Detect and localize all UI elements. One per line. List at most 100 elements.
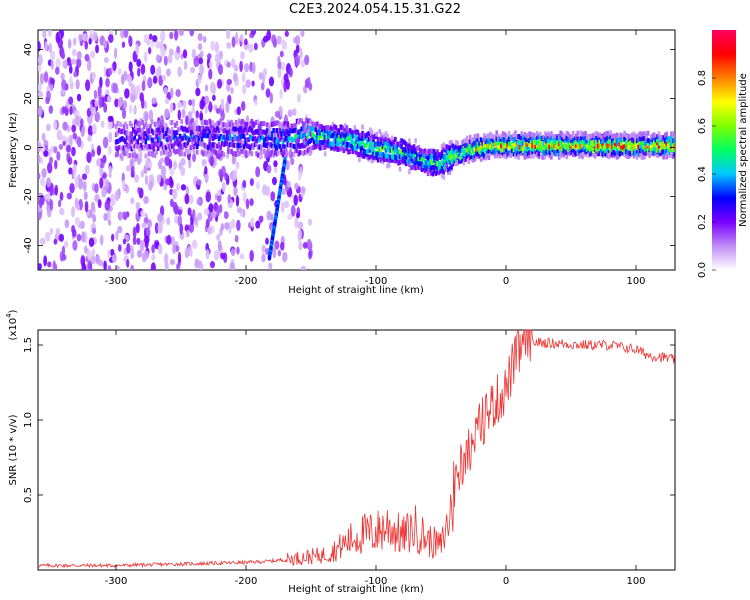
spectrogram-ridge-cell	[255, 119, 258, 125]
spectrogram-ridge-cell	[518, 134, 522, 140]
spectrogram-ridge-cell	[425, 160, 428, 166]
spectrogram-noise-cell	[55, 227, 61, 236]
spectrogram-ridge-cell	[400, 159, 403, 165]
spectrogram-ridge-cell	[646, 147, 650, 153]
spectrogram-noise-cell	[117, 68, 122, 75]
spectrogram-ridge-cell	[426, 171, 430, 177]
spectrogram-ridge-cell	[419, 161, 422, 167]
spectrogram-noise-cell	[39, 237, 45, 245]
spectrogram-ridge-cell	[225, 140, 229, 146]
spectrogram-noise-cell	[280, 241, 285, 251]
spectrogram-ridge-cell	[256, 136, 260, 142]
spectrogram-ridge-cell	[503, 131, 506, 137]
spectrogram-noise-cell	[84, 200, 89, 213]
spectrogram-ridge-cell	[220, 121, 224, 127]
spectrogram-ridge-cell	[280, 131, 283, 137]
spectrogram-ridge-cell	[180, 151, 183, 157]
spectrogram-ridge-cell	[468, 149, 472, 155]
spectrogram-ridge-cell	[526, 134, 530, 140]
spectrogram-noise-cell	[177, 209, 183, 216]
spectrogram-ridge-cell	[369, 144, 372, 150]
spectrogram-ridge-cell	[248, 125, 252, 131]
spectrogram-ridge-cell	[205, 151, 208, 157]
spectrogram-noise-cell	[261, 184, 267, 196]
spectrogram-ridge-cell	[434, 170, 438, 176]
spectrogram-ridge-cell	[358, 143, 361, 149]
spectrogram-ridge-cell	[230, 128, 233, 134]
spectrogram-noise-cell	[234, 31, 239, 44]
spectrogram-ridge-cell	[624, 144, 628, 150]
spectrogram-ridge-cell	[362, 132, 366, 138]
spectrogram-ridge-cell	[234, 143, 238, 149]
spectrogram-ridge-cell	[668, 150, 672, 156]
spectrogram-noise-cell	[200, 50, 204, 58]
spectrogram-ridge-cell	[618, 132, 622, 138]
spectrogram-ridge-cell	[181, 126, 185, 132]
spectrogram-ridge-cell	[337, 128, 341, 134]
spectrogram-ridge-cell	[439, 169, 442, 175]
spectrogram-noise-cell	[208, 100, 213, 113]
spectrogram-noise-cell	[188, 248, 193, 257]
spectrogram-noise-cell	[133, 174, 140, 183]
spectrogram-ridge-cell	[316, 141, 319, 147]
spectrogram-noise-cell	[182, 49, 188, 59]
spectrogram-ridge-cell	[632, 150, 636, 156]
spectrogram-noise-cell	[254, 99, 258, 106]
spectrogram-ridge-cell	[562, 137, 566, 143]
spectrogram-ridge-cell	[651, 150, 655, 156]
spectrogram-noise-cell	[268, 262, 273, 270]
spectrogram-ridge-cell	[478, 136, 481, 142]
spectrogram-noise-cell	[163, 86, 169, 95]
spectrogram-ridge-cell	[484, 145, 488, 151]
spectrogram-noise-cell	[199, 112, 204, 122]
spectrogram-noise-cell	[221, 181, 226, 193]
spectrogram-ridge-cell	[258, 144, 261, 150]
spectrogram-ridge-cell	[439, 155, 442, 161]
spectrogram-ridge-cell	[490, 146, 494, 152]
spectrogram-ridge-cell	[601, 141, 605, 147]
spectrogram-ridge-cell	[422, 155, 425, 161]
spectrogram-ridge-cell	[356, 151, 360, 157]
spectrogram-ridge-cell	[319, 130, 322, 136]
spectrogram-ridge-cell	[462, 138, 466, 144]
spectrogram-ridge-cell	[564, 144, 567, 150]
spectrogram-ridge-cell	[489, 147, 492, 153]
spectrogram-ridge-cell	[624, 149, 628, 155]
spectrogram-noise-cell	[188, 157, 192, 169]
snr-x-ticks: -300 -200 -100 0 100	[105, 330, 646, 587]
spectrogram-ridge-cell	[514, 143, 517, 149]
spectrogram-noise-cell	[192, 208, 196, 220]
spectrogram-ridge-cell	[468, 141, 472, 147]
spectrogram-ridge-cell	[579, 144, 583, 150]
spectrogram-ridge-cell	[333, 146, 336, 152]
spectrogram-ridge-cell	[247, 150, 250, 156]
spectrogram-ridge-cell	[378, 152, 382, 158]
y-tick-label: -20	[23, 188, 34, 204]
spectrogram-ridge-cell	[442, 174, 445, 180]
spectrogram-ridge-cell	[361, 135, 364, 141]
spectrogram-ridge-cell	[506, 138, 509, 144]
spectrogram-ridge-cell	[528, 142, 531, 148]
spectrogram-ridge-cell	[131, 144, 135, 150]
spectrogram-noise-cell	[277, 62, 283, 70]
spectrogram-ridge-cell	[564, 149, 567, 155]
spectrogram-ridge-cell	[422, 163, 425, 169]
spectrogram-ridge-cell	[450, 164, 453, 170]
spectrogram-ridge-cell	[412, 148, 416, 154]
spectrogram-ridge-cell	[192, 135, 196, 141]
spectrogram-ridge-cell	[253, 136, 257, 142]
spectrogram-noise-cell	[205, 249, 210, 260]
spectrogram-ridge-cell	[172, 130, 176, 136]
spectrogram-noise-cell	[243, 63, 250, 73]
spectrogram-ridge-cell	[202, 151, 205, 157]
spectrogram-ridge-cell	[656, 134, 659, 140]
spectrogram-noise-cell	[271, 34, 277, 45]
spectrogram-ridge-cell	[501, 147, 505, 153]
spectrogram-ridge-cell	[119, 129, 123, 135]
spectrogram-ridge-cell	[649, 143, 653, 149]
spectrogram-ridge-cell	[266, 150, 269, 156]
spectrogram-noise-cell	[48, 42, 53, 54]
spectrogram-noise-cell	[39, 72, 45, 85]
spectrogram-ridge-cell	[166, 127, 169, 133]
spectrogram-ridge-cell	[603, 150, 606, 156]
